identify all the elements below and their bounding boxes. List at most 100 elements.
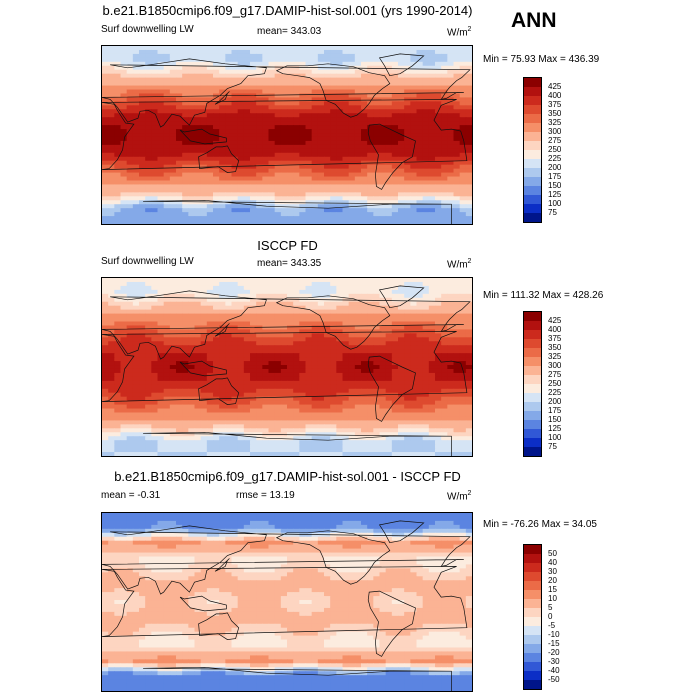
map-field-cell [274, 212, 282, 217]
map-field-cell [441, 353, 448, 358]
map-field-cell [348, 361, 356, 366]
map-field-cell [169, 61, 177, 67]
panel2-units-label: W/m2 [447, 258, 472, 271]
map-field-cell [280, 180, 288, 186]
map-field-cell [311, 188, 319, 193]
map-field-cell [453, 285, 461, 291]
map-field-cell [367, 168, 374, 174]
map-field-cell [243, 152, 251, 158]
map-field-cell [317, 180, 325, 186]
map-field-cell [367, 49, 374, 55]
map-field-cell [213, 53, 220, 59]
map-field-cell [398, 325, 405, 331]
map-field-cell [194, 77, 202, 83]
map-field-cell [237, 333, 245, 338]
map-field-cell [305, 176, 313, 182]
map-field-cell [311, 148, 319, 154]
map-field-cell [262, 353, 270, 358]
map-field-cell [465, 160, 472, 166]
map-field-cell [206, 321, 214, 327]
map-field-cell [256, 208, 263, 213]
map-field-cell [280, 337, 288, 342]
map-field-cell [398, 73, 405, 79]
map-field-cell [441, 46, 448, 51]
map-field-cell [200, 69, 208, 75]
map-field-cell [256, 305, 263, 311]
map-field-cell [447, 313, 455, 319]
map-field-cell [145, 365, 152, 370]
map-field-cell [182, 376, 189, 382]
map-field-cell [453, 325, 461, 331]
map-field-cell [194, 301, 202, 307]
map-field-cell [311, 372, 319, 378]
map-field-cell [385, 65, 393, 71]
map-field-cell [219, 192, 226, 197]
map-field-cell [336, 125, 344, 130]
map-field-cell [108, 349, 115, 354]
map-field-cell [120, 349, 128, 354]
map-field-cell [145, 396, 152, 402]
map-field-cell [330, 365, 337, 370]
map-field-cell [206, 73, 214, 79]
map-field-cell [305, 325, 313, 331]
map-field-cell [250, 168, 257, 174]
map-field-cell [428, 305, 436, 311]
map-field-cell [391, 325, 399, 331]
map-field-cell [225, 341, 233, 346]
map-field-cell [139, 420, 146, 425]
map-field-cell [342, 281, 350, 287]
map-field-cell [416, 192, 424, 197]
map-field-cell [188, 353, 196, 358]
map-field-cell [243, 164, 251, 170]
map-field-cell [465, 353, 472, 358]
map-field-cell [435, 349, 442, 354]
map-field-cell [422, 101, 430, 106]
map-field-cell [182, 212, 189, 217]
map-field-cell [176, 392, 183, 398]
map-field-cell [428, 69, 436, 75]
map-field-cell [102, 117, 109, 122]
map-field-cell [435, 53, 442, 59]
map-field-cell [441, 404, 448, 410]
map-field-cell [243, 85, 251, 91]
map-field-cell [163, 325, 171, 331]
map-field-cell [139, 380, 146, 386]
map-field-cell [324, 148, 331, 154]
map-field-cell [379, 301, 387, 307]
map-field-cell [293, 216, 300, 221]
map-field-cell [287, 372, 294, 378]
map-field-cell [324, 129, 331, 134]
map-field-cell [447, 136, 455, 142]
map-field-cell [163, 140, 171, 146]
map-field-cell [268, 105, 276, 110]
map-field-cell [330, 325, 337, 331]
map-field-cell [441, 144, 448, 150]
map-field-cell [188, 133, 196, 138]
map-field-cell [194, 309, 202, 315]
map-field-cell [373, 278, 381, 283]
map-field-cell [256, 301, 263, 307]
map-field-cell [465, 97, 472, 102]
map-field-cell [404, 220, 411, 224]
map-field-cell [151, 376, 159, 382]
map-field-cell [373, 129, 381, 134]
map-field-cell [441, 184, 448, 189]
map-field-cell [324, 365, 331, 370]
map-field-cell [385, 293, 393, 299]
map-field-cell [102, 313, 109, 319]
map-field-cell [157, 164, 165, 170]
map-field-cell [459, 345, 467, 350]
map-field-cell [250, 101, 257, 106]
map-field-cell [262, 49, 270, 55]
map-field-cell [317, 105, 325, 110]
map-field-cell [330, 77, 337, 83]
map-field-cell [108, 61, 115, 67]
map-field-cell [441, 53, 448, 59]
map-field-cell [293, 129, 300, 134]
map-field-cell [225, 420, 233, 425]
map-field-cell [188, 321, 196, 327]
map-field-cell [428, 372, 436, 378]
map-field-cell [132, 372, 140, 378]
map-field-cell [422, 376, 430, 382]
map-field-cell [188, 204, 196, 209]
